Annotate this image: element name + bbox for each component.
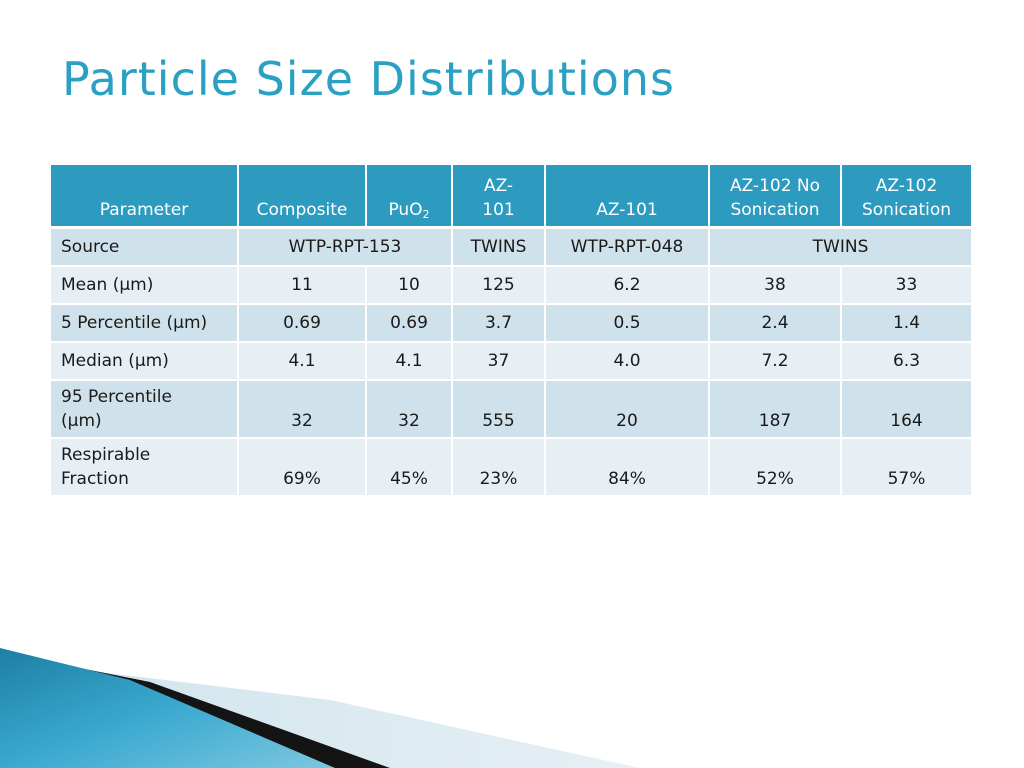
table-cell: 4.1 (367, 343, 453, 381)
swoosh-teal-band (0, 648, 335, 768)
row-label-source: Source (51, 229, 239, 267)
table-cell: 10 (367, 267, 453, 305)
table-row-respirable-fraction: Respirable Fraction 69% 45% 23% 84% 52% 5… (51, 439, 973, 497)
slide-title: Particle Size Distributions (62, 52, 675, 106)
swoosh-pale-band (0, 660, 640, 768)
table-row-mean: Mean (µm) 11 10 125 6.2 38 33 (51, 267, 973, 305)
table-cell: 23% (453, 439, 546, 497)
table-cell: 4.0 (546, 343, 710, 381)
table-row-median: Median (µm) 4.1 4.1 37 4.0 7.2 6.3 (51, 343, 973, 381)
header-puo2: PuO2 (367, 165, 453, 229)
header-az102-no-sonication: AZ-102 No Sonication (710, 165, 842, 229)
table-cell: 1.4 (842, 305, 973, 343)
table-cell: 6.2 (546, 267, 710, 305)
table-cell: 38 (710, 267, 842, 305)
table-header-row: Parameter Composite PuO2 AZ- 101 AZ-101 A… (51, 165, 973, 229)
swoosh-black-band (0, 652, 390, 768)
particle-size-table: Parameter Composite PuO2 AZ- 101 AZ-101 A… (51, 165, 973, 497)
row-label-respirable-fraction: Respirable Fraction (51, 439, 239, 497)
table-cell: 33 (842, 267, 973, 305)
header-az101-b: AZ-101 (546, 165, 710, 229)
table-row-source: Source WTP-RPT-153 TWINS WTP-RPT-048 TWI… (51, 229, 973, 267)
row-label-95-percentile: 95 Percentile (µm) (51, 381, 239, 439)
table-cell: 45% (367, 439, 453, 497)
header-parameter: Parameter (51, 165, 239, 229)
table-cell: 0.5 (546, 305, 710, 343)
table-cell: 3.7 (453, 305, 546, 343)
table-cell: 187 (710, 381, 842, 439)
table-row-95-percentile: 95 Percentile (µm) 32 32 555 20 187 164 (51, 381, 973, 439)
table-cell: 32 (367, 381, 453, 439)
row-label-median: Median (µm) (51, 343, 239, 381)
row-label-5-percentile: 5 Percentile (µm) (51, 305, 239, 343)
table-cell: 57% (842, 439, 973, 497)
cell-source-az101-b: WTP-RPT-048 (546, 229, 710, 267)
header-az101-a: AZ- 101 (453, 165, 546, 229)
table-cell: 69% (239, 439, 367, 497)
header-composite: Composite (239, 165, 367, 229)
table-row-5-percentile: 5 Percentile (µm) 0.69 0.69 3.7 0.5 2.4 … (51, 305, 973, 343)
table-cell: 20 (546, 381, 710, 439)
table-cell: 32 (239, 381, 367, 439)
cell-source-az101-a: TWINS (453, 229, 546, 267)
row-label-mean: Mean (µm) (51, 267, 239, 305)
table-cell: 2.4 (710, 305, 842, 343)
table-cell: 52% (710, 439, 842, 497)
table-cell: 555 (453, 381, 546, 439)
table-cell: 164 (842, 381, 973, 439)
table-cell: 0.69 (367, 305, 453, 343)
table-cell: 125 (453, 267, 546, 305)
table-cell: 11 (239, 267, 367, 305)
table-cell: 6.3 (842, 343, 973, 381)
cell-source-composite-puo2: WTP-RPT-153 (239, 229, 453, 267)
header-puo2-subscript: 2 (422, 208, 430, 221)
cell-source-az102: TWINS (710, 229, 973, 267)
table-cell: 37 (453, 343, 546, 381)
table-cell: 0.69 (239, 305, 367, 343)
table-cell: 7.2 (710, 343, 842, 381)
table-cell: 84% (546, 439, 710, 497)
table-cell: 4.1 (239, 343, 367, 381)
header-az102-sonication: AZ-102 Sonication (842, 165, 973, 229)
